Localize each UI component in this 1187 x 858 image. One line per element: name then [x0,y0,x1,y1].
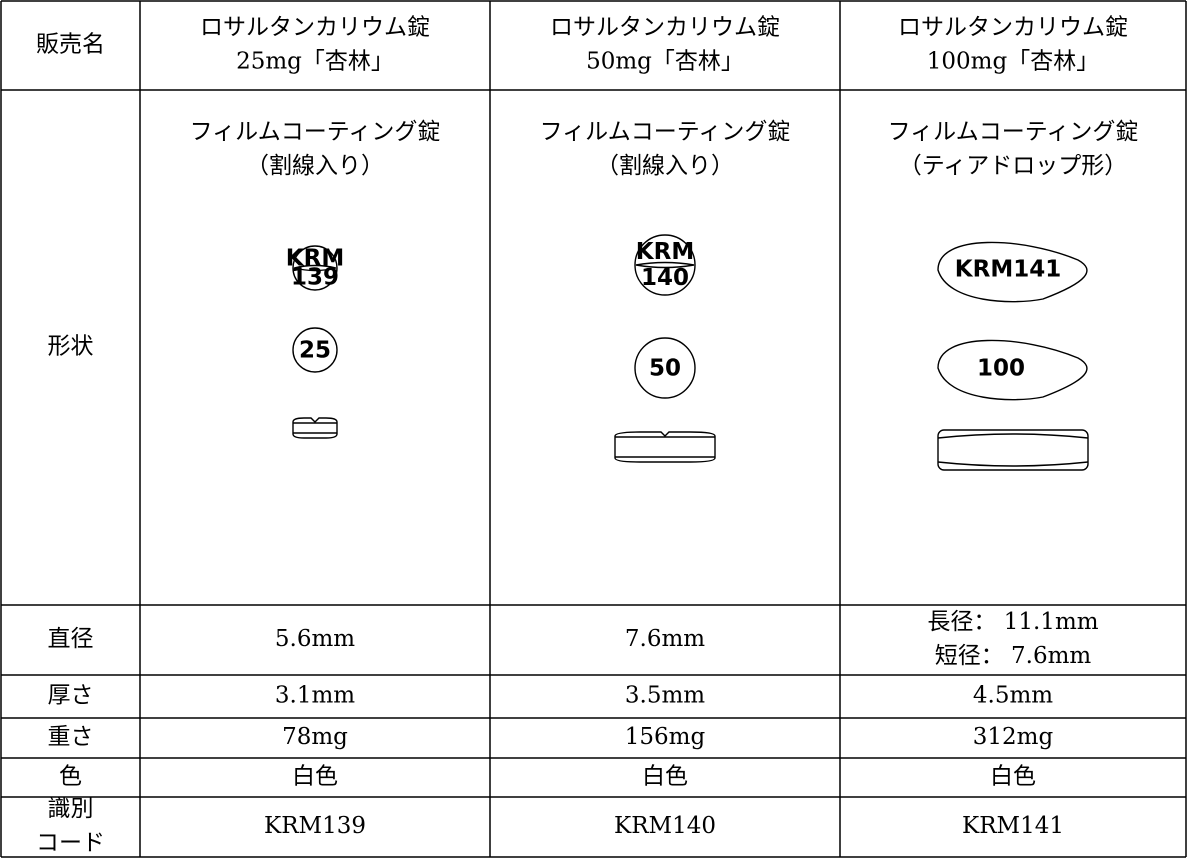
imprint: KRM141 [955,257,1061,283]
tablet-back [634,337,696,399]
product-name: 100mg「杏林」 [927,49,1099,75]
tablet-form: フィルムコーティング錠 [540,119,791,145]
tablet-form: （割線入り） [246,153,384,179]
tablet-side [937,429,1089,471]
row-label: コード [36,830,105,856]
score-line [293,264,337,272]
imprint: 100 [977,356,1025,382]
row-label: 厚さ [48,683,94,709]
cell-value: 3.5mm [625,683,705,709]
cell-value: 白色 [990,764,1036,790]
shape-label: 形状 [48,334,94,360]
tablet-form: （割線入り） [596,153,734,179]
tablet-back [937,339,1088,401]
cell-value: 3.1mm [275,683,355,709]
cell-value: 白色 [642,764,688,790]
imprint: 25 [299,338,331,364]
tablet-side [292,417,338,439]
product-name: ロサルタンカリウム錠 [898,15,1128,41]
tablet-drawing: KRM140 50 [614,234,716,463]
imprint: KRM [636,239,694,265]
header-label: 販売名 [36,32,105,58]
cell-value: KRM139 [264,813,366,839]
imprint: 140 [641,265,689,291]
cell-value: 短径： 7.6mm [935,643,1092,669]
product-name: ロサルタンカリウム錠 [550,15,780,41]
cell-value: 5.6mm [275,626,355,652]
row-label: 識別 [48,796,94,822]
imprint: 139 [291,264,339,290]
imprint: KRM [286,245,344,271]
row-label: 色 [59,764,82,790]
cell-value: KRM141 [962,813,1064,839]
tablet-drawing: KRM139 25 [286,245,344,439]
cell-value: 156mg [625,724,706,750]
imprint: 50 [649,356,681,382]
product-name: 25mg「杏林」 [236,49,394,75]
tablet-form: フィルムコーティング錠 [888,119,1139,145]
cell-value: KRM140 [614,813,716,839]
cell-value: 白色 [292,764,338,790]
row-label: 直径 [48,626,94,652]
cell-value: 7.6mm [625,626,705,652]
cell-value: 312mg [973,724,1054,750]
tablet-drawing: KRM141 100 [937,241,1089,471]
tablet-side [614,431,716,463]
row-label: 重さ [48,724,94,750]
tablet-band [937,433,1089,467]
tablet-back [292,327,338,373]
tablet-form: フィルムコーティング錠 [190,119,441,145]
cell-value: 78mg [282,724,348,750]
tablet-front [937,241,1088,303]
cell-value: 4.5mm [973,683,1053,709]
cell-value: 長径： 11.1mm [927,609,1098,635]
product-name: 50mg「杏林」 [586,49,744,75]
product-name: ロサルタンカリウム錠 [200,15,430,41]
score-line [635,261,695,269]
tablet-form: （ティアドロップ形） [899,153,1128,179]
